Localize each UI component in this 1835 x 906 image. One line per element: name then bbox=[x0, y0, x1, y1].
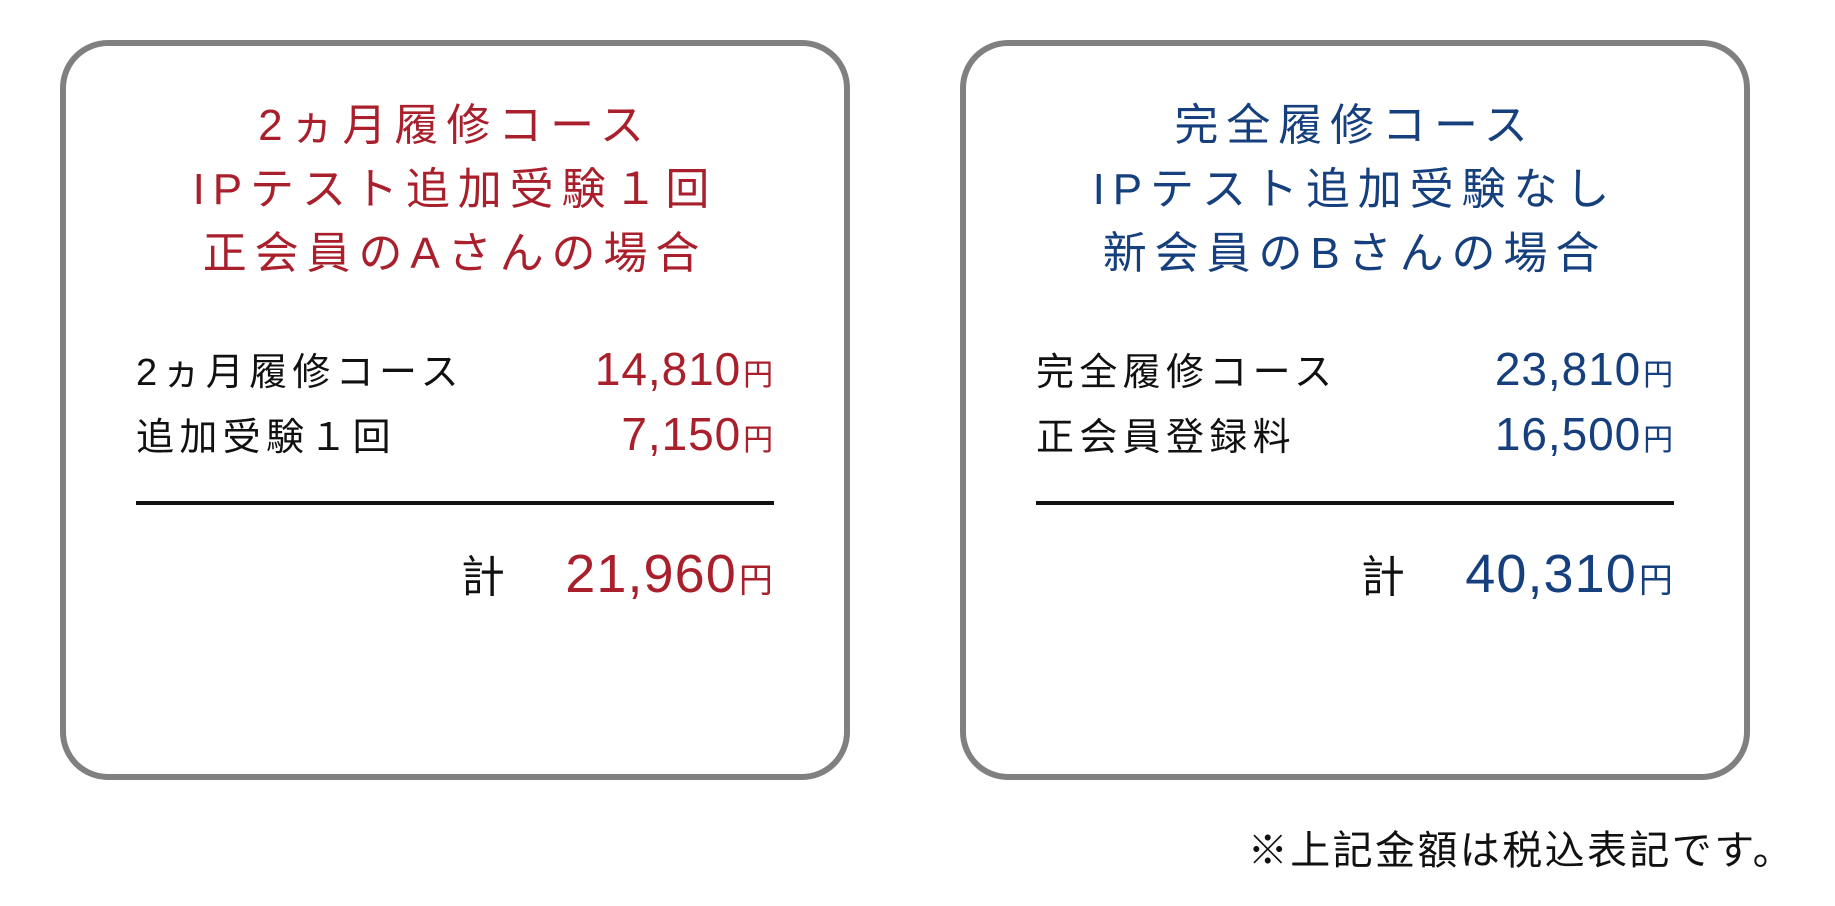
total-price: 40,310円 bbox=[1465, 543, 1674, 605]
card-a-items: 2ヵ月履修コース 14,810円 追加受験１回 7,150円 bbox=[126, 341, 784, 471]
item-label: 2ヵ月履修コース bbox=[136, 341, 464, 396]
item-price: 16,500円 bbox=[1495, 407, 1674, 461]
yen-unit: 円 bbox=[1643, 359, 1674, 392]
yen-unit: 円 bbox=[739, 562, 774, 600]
price-value: 23,810 bbox=[1495, 343, 1641, 395]
price-value: 16,500 bbox=[1495, 408, 1641, 460]
card-b-items: 完全履修コース 23,810円 正会員登録料 16,500円 bbox=[1026, 341, 1684, 471]
item-price: 14,810円 bbox=[595, 342, 774, 396]
card-a-divider bbox=[136, 501, 774, 505]
item-label: 完全履修コース bbox=[1036, 341, 1337, 396]
item-label: 正会員登録料 bbox=[1036, 406, 1296, 461]
card-a-item-row: 2ヵ月履修コース 14,810円 bbox=[136, 341, 774, 396]
card-a-total-row: 計 21,960円 bbox=[126, 541, 784, 605]
card-b-title-line3: 新会員のBさんの場合 bbox=[1103, 229, 1608, 278]
card-b-item-row: 完全履修コース 23,810円 bbox=[1036, 341, 1674, 396]
card-a-title-line1: 2ヵ月履修コース bbox=[258, 101, 652, 150]
card-a-title-line3: 正会員のAさんの場合 bbox=[203, 229, 708, 278]
yen-unit: 円 bbox=[743, 359, 774, 392]
yen-unit: 円 bbox=[743, 424, 774, 457]
card-a-item-row: 追加受験１回 7,150円 bbox=[136, 406, 774, 461]
card-b-title: 完全履修コース IPテスト追加受験なし 新会員のBさんの場合 bbox=[1026, 94, 1684, 285]
card-b-title-line2: IPテスト追加受験なし bbox=[1093, 165, 1618, 214]
total-price: 21,960円 bbox=[565, 543, 774, 605]
yen-unit: 円 bbox=[1643, 424, 1674, 457]
total-value: 40,310 bbox=[1465, 544, 1637, 604]
item-label: 追加受験１回 bbox=[136, 406, 396, 461]
card-a-title-line2: IPテスト追加受験１回 bbox=[193, 165, 718, 214]
cards-container: 2ヵ月履修コース IPテスト追加受験１回 正会員のAさんの場合 2ヵ月履修コース… bbox=[60, 40, 1775, 780]
pricing-card-a: 2ヵ月履修コース IPテスト追加受験１回 正会員のAさんの場合 2ヵ月履修コース… bbox=[60, 40, 850, 780]
tax-footnote: ※上記金額は税込表記です。 bbox=[1248, 818, 1795, 876]
card-b-divider bbox=[1036, 501, 1674, 505]
total-label: 計 bbox=[461, 541, 509, 605]
pricing-card-b: 完全履修コース IPテスト追加受験なし 新会員のBさんの場合 完全履修コース 2… bbox=[960, 40, 1750, 780]
card-b-title-line1: 完全履修コース bbox=[1174, 101, 1535, 150]
price-value: 7,150 bbox=[621, 408, 741, 460]
total-value: 21,960 bbox=[565, 544, 737, 604]
item-price: 23,810円 bbox=[1495, 342, 1674, 396]
card-b-total-row: 計 40,310円 bbox=[1026, 541, 1684, 605]
yen-unit: 円 bbox=[1639, 562, 1674, 600]
card-b-item-row: 正会員登録料 16,500円 bbox=[1036, 406, 1674, 461]
price-value: 14,810 bbox=[595, 343, 741, 395]
total-label: 計 bbox=[1361, 541, 1409, 605]
item-price: 7,150円 bbox=[621, 407, 774, 461]
card-a-title: 2ヵ月履修コース IPテスト追加受験１回 正会員のAさんの場合 bbox=[126, 94, 784, 285]
